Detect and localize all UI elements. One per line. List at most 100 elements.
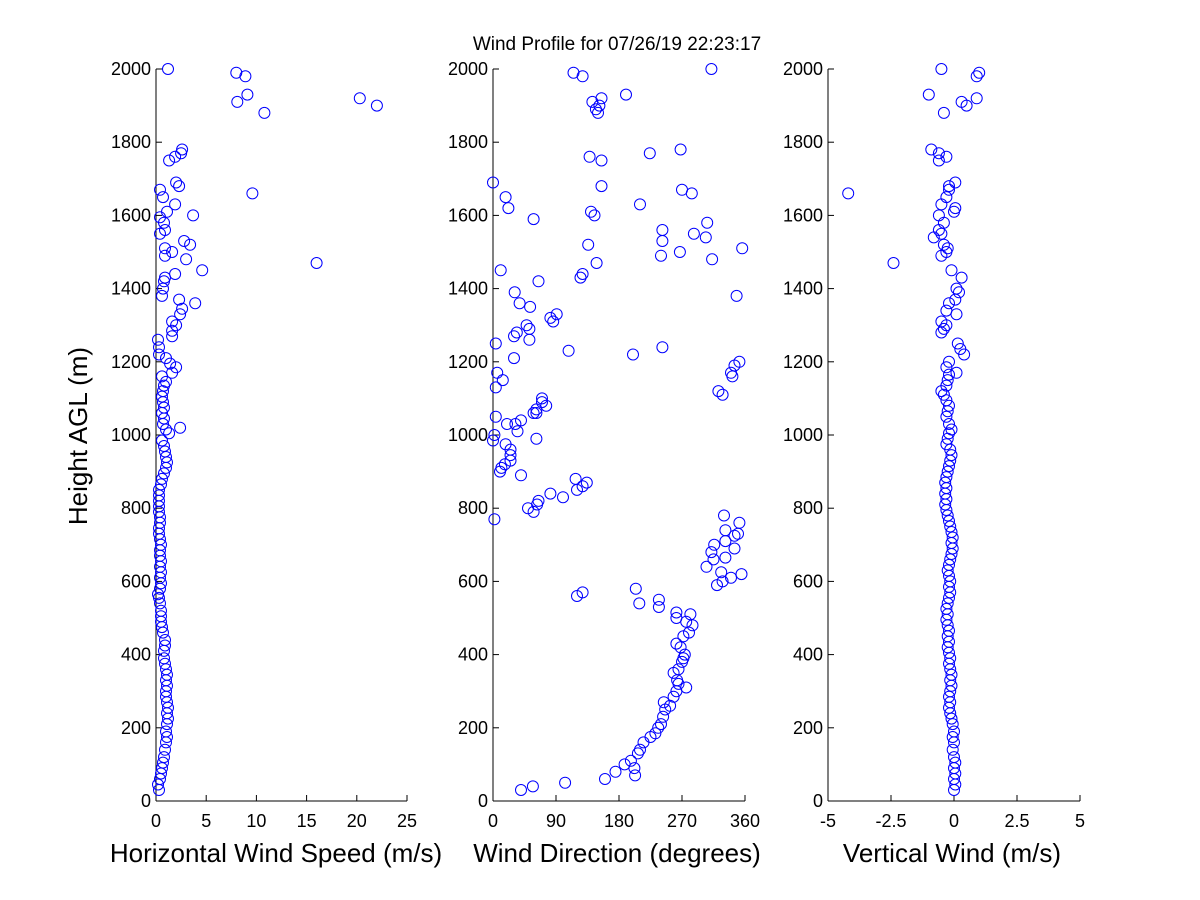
data-point bbox=[501, 418, 513, 430]
data-point bbox=[166, 315, 179, 328]
data-point bbox=[173, 180, 186, 193]
data-point bbox=[155, 478, 167, 491]
data-point bbox=[510, 326, 523, 339]
data-point bbox=[948, 751, 960, 764]
data-point bbox=[169, 268, 182, 280]
data-point bbox=[941, 597, 954, 610]
data-point bbox=[184, 238, 197, 251]
data-point bbox=[159, 657, 171, 670]
data-point bbox=[520, 319, 533, 332]
y-tick-label: 1800 bbox=[448, 132, 488, 152]
x-tick-label: -2.5 bbox=[875, 811, 906, 831]
data-point bbox=[530, 407, 543, 419]
data-point bbox=[937, 106, 950, 119]
y-tick-label: 800 bbox=[121, 498, 151, 518]
y-tick-label: 1400 bbox=[111, 279, 151, 299]
data-point bbox=[585, 205, 597, 218]
y-tick-label: 400 bbox=[793, 645, 823, 665]
data-point bbox=[674, 143, 687, 156]
data-point bbox=[576, 268, 589, 280]
data-point bbox=[488, 429, 501, 441]
data-point bbox=[719, 524, 732, 537]
x-tick-label: 2.5 bbox=[1004, 811, 1029, 831]
data-point bbox=[156, 472, 168, 485]
data-point bbox=[732, 527, 744, 540]
data-point bbox=[656, 341, 669, 354]
data-point bbox=[932, 209, 945, 222]
data-point bbox=[524, 300, 537, 313]
x-tick-label: 180 bbox=[604, 811, 634, 831]
data-point bbox=[504, 449, 517, 462]
x-tick-label: 20 bbox=[347, 811, 367, 831]
data-point bbox=[937, 216, 950, 229]
data-point bbox=[580, 476, 593, 489]
x-tick-label: -5 bbox=[820, 811, 836, 831]
data-point bbox=[683, 626, 695, 639]
y-tick-label: 400 bbox=[458, 645, 488, 665]
data-point bbox=[496, 374, 509, 387]
x-tick-label: 5 bbox=[201, 811, 211, 831]
data-point bbox=[166, 246, 179, 258]
data-point bbox=[644, 731, 657, 743]
x-axis-label: Wind Direction (degrees) bbox=[473, 838, 761, 868]
data-point bbox=[657, 710, 670, 723]
data-point bbox=[939, 476, 952, 489]
x-tick-label: 10 bbox=[246, 811, 266, 831]
data-point bbox=[532, 275, 545, 288]
y-tick-label: 1800 bbox=[783, 132, 823, 152]
data-point bbox=[246, 187, 259, 200]
y-tick-label: 1400 bbox=[783, 279, 823, 299]
data-point bbox=[526, 780, 539, 793]
data-point bbox=[156, 289, 168, 302]
y-tick-label: 1000 bbox=[448, 425, 488, 445]
x-axis-label: Vertical Wind (m/s) bbox=[843, 838, 1061, 868]
x-tick-label: 15 bbox=[297, 811, 317, 831]
data-point bbox=[949, 176, 962, 189]
data-point bbox=[943, 624, 955, 637]
data-point bbox=[842, 187, 855, 200]
data-point bbox=[170, 176, 183, 189]
data-point bbox=[157, 756, 169, 769]
data-point bbox=[557, 491, 569, 504]
data-point bbox=[726, 370, 739, 383]
y-tick-label: 600 bbox=[458, 571, 488, 591]
data-point bbox=[562, 344, 575, 357]
data-point bbox=[643, 147, 656, 160]
y-tick-label: 1000 bbox=[783, 425, 823, 445]
data-point bbox=[937, 322, 950, 335]
data-point bbox=[941, 465, 954, 478]
x-tick-label: 5 bbox=[1075, 811, 1085, 831]
data-point bbox=[943, 368, 955, 381]
data-point bbox=[670, 612, 683, 624]
data-point bbox=[712, 385, 725, 398]
data-point bbox=[241, 88, 254, 101]
data-point bbox=[629, 582, 642, 595]
data-point bbox=[705, 63, 718, 75]
data-point bbox=[667, 690, 680, 703]
data-point bbox=[258, 106, 271, 119]
data-point bbox=[559, 776, 572, 789]
data-point bbox=[166, 330, 179, 343]
data-point bbox=[943, 297, 955, 310]
data-point bbox=[955, 271, 968, 284]
x-tick-label: 90 bbox=[546, 811, 566, 831]
data-point bbox=[950, 282, 963, 295]
data-point bbox=[527, 213, 540, 226]
data-point bbox=[158, 440, 170, 452]
data-point bbox=[951, 337, 964, 350]
data-point bbox=[700, 560, 713, 573]
y-tick-label: 400 bbox=[121, 645, 151, 665]
data-point bbox=[489, 410, 502, 423]
data-point bbox=[716, 388, 729, 401]
y-tick-label: 200 bbox=[458, 718, 488, 738]
data-point bbox=[159, 271, 171, 284]
data-point bbox=[582, 238, 595, 251]
data-point bbox=[935, 315, 948, 328]
data-point bbox=[174, 421, 187, 434]
data-point bbox=[491, 366, 504, 379]
data-point bbox=[659, 703, 672, 716]
data-point bbox=[488, 513, 501, 526]
data-point bbox=[935, 326, 948, 339]
data-point bbox=[733, 516, 746, 529]
